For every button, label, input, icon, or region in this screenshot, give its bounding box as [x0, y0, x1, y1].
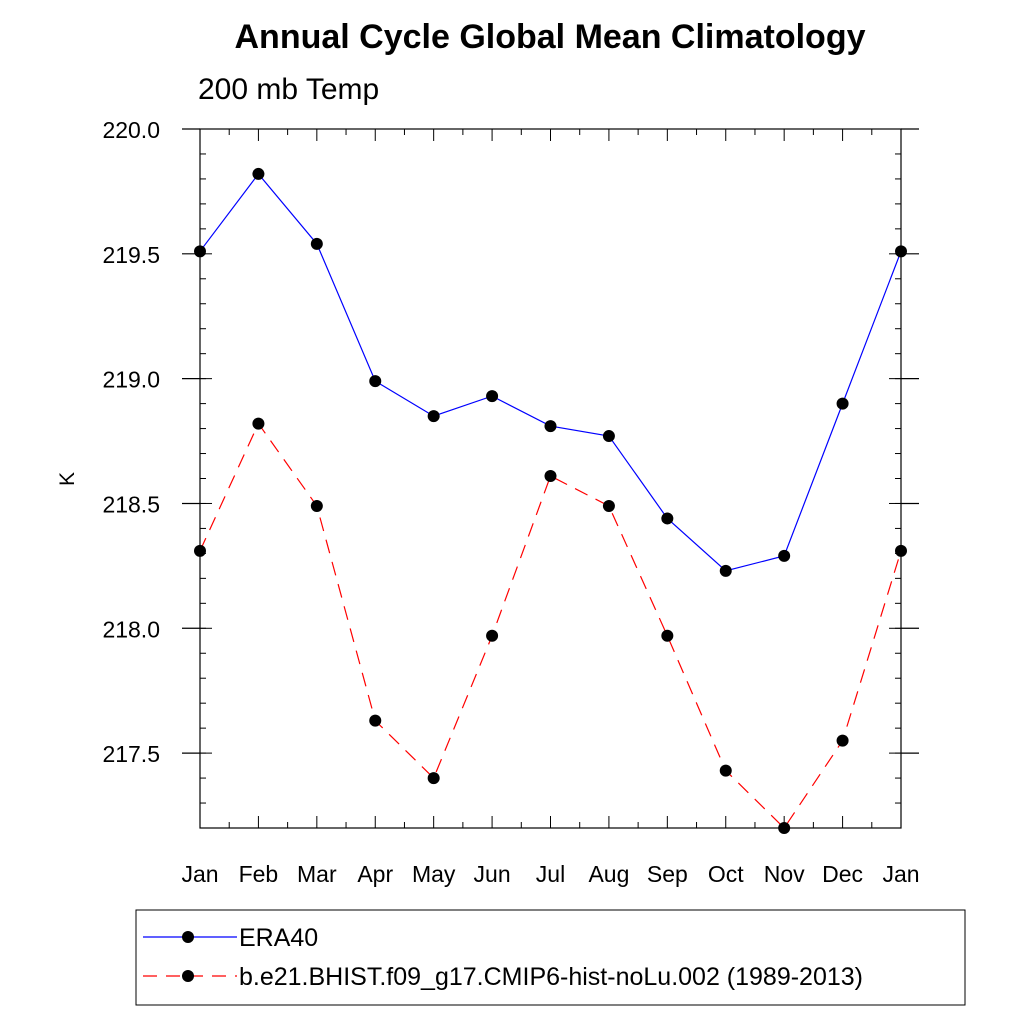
legend-marker-1: [182, 931, 194, 943]
series-2-point: [719, 764, 732, 777]
x-tick-label: Apr: [357, 861, 393, 887]
x-tick-label: Feb: [239, 861, 279, 887]
x-tick-label: Sep: [647, 861, 688, 887]
x-tick-label: May: [412, 861, 456, 887]
x-tick-label: Jan: [882, 861, 919, 887]
series-1-point: [252, 167, 265, 180]
series-2-point: [544, 470, 557, 483]
y-tick-label: 219.0: [102, 367, 160, 393]
series-1-point: [369, 375, 382, 388]
series-2-point: [895, 544, 907, 557]
series-2-point: [427, 772, 440, 785]
series-2-point: [778, 822, 791, 834]
series-2-point: [310, 499, 323, 512]
series-lines: [194, 167, 907, 834]
legend-label-2: b.e21.BHIST.f09_g17.CMIP6-hist-noLu.002 …: [239, 963, 863, 991]
series-1-point: [661, 512, 674, 525]
legend-box: [135, 909, 966, 1006]
series-1-point: [486, 390, 499, 403]
x-tick-label: Mar: [297, 861, 337, 887]
axes: Jan Feb Mar Apr May Jun Jul Aug Sep Oct Nov Dec Jan 2…: [102, 117, 919, 887]
series-1-point: [427, 410, 440, 423]
series-1-point: [602, 430, 615, 443]
y-axis-label: K: [56, 472, 79, 486]
series-1-point: [544, 420, 557, 433]
y-tick-label: 218.0: [102, 616, 160, 642]
x-tick-label: Oct: [708, 861, 744, 887]
y-tick-label: 219.5: [102, 242, 160, 268]
series-2-point: [661, 629, 674, 642]
y-tick-label: 217.5: [102, 741, 160, 767]
series-2-point: [602, 499, 615, 512]
x-tick-label: Nov: [764, 861, 805, 887]
series-2-point: [836, 734, 849, 747]
series-line-1: [199, 172, 902, 572]
legend-marker-2: [182, 970, 194, 982]
y-tick-label: 220.0: [102, 117, 160, 143]
series-1-point: [778, 549, 791, 562]
legend-label-1: ERA40: [239, 924, 318, 952]
series-1-point: [194, 245, 206, 258]
series-2-point: [194, 544, 206, 557]
x-tick-label: Jan: [181, 861, 218, 887]
series-1-point: [310, 237, 323, 250]
legend: ERA40 b.e21.BHIST.f09_g17.CMIP6-hist-noLu…: [135, 909, 966, 1006]
series-2-point: [252, 417, 265, 430]
x-tick-label: Dec: [822, 861, 863, 887]
y-tick-label: 218.5: [102, 491, 160, 517]
series-2-point: [486, 629, 499, 642]
x-tick-label: Jul: [536, 861, 565, 887]
series-1-point: [836, 397, 849, 410]
chart-title: Annual Cycle Global Mean Climatology: [235, 18, 866, 56]
series-1-point: [895, 245, 907, 258]
chart-subtitle: 200 mb Temp: [198, 73, 379, 106]
series-line-2: [199, 422, 902, 829]
x-tick-label: Jun: [474, 861, 511, 887]
series-1-point: [719, 564, 732, 577]
series-2-point: [369, 714, 382, 727]
x-tick-label: Aug: [588, 861, 629, 887]
